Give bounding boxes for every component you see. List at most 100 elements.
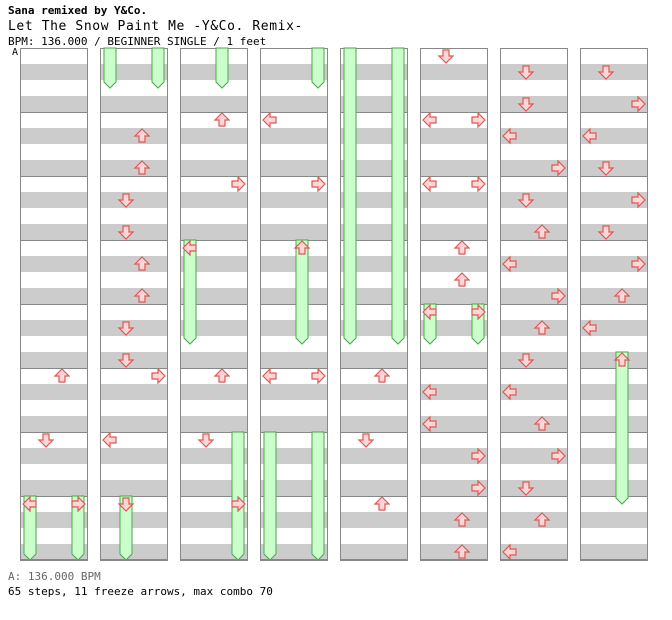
beat-stripe — [340, 224, 408, 240]
chart-column-border — [100, 48, 168, 560]
freeze-arrow — [23, 495, 37, 561]
beat-stripe — [500, 208, 568, 224]
freeze-arrow — [295, 239, 309, 345]
step-arrow-up — [533, 512, 551, 527]
beat-stripe — [100, 464, 168, 480]
beat-stripe — [100, 304, 168, 320]
beat-stripe — [100, 400, 168, 416]
song-title: Let The Snow Paint Me -Y&Co. Remix- — [8, 19, 303, 34]
beat-stripe — [260, 96, 328, 112]
beat-stripe — [420, 80, 488, 96]
step-arrow-right — [471, 479, 486, 497]
step-arrow-right — [231, 175, 246, 193]
beat-stripe — [500, 416, 568, 432]
beat-stripe — [420, 448, 488, 464]
beat-stripe — [100, 224, 168, 240]
beat-stripe — [580, 128, 648, 144]
beat-stripe — [100, 352, 168, 368]
freeze-arrow — [343, 47, 357, 345]
beat-stripe — [180, 416, 248, 432]
beat-stripe — [100, 176, 168, 192]
beat-stripe — [580, 240, 648, 256]
beat-stripe — [420, 96, 488, 112]
beat-stripe — [100, 336, 168, 352]
beat-stripe — [420, 208, 488, 224]
beat-stripe — [580, 400, 648, 416]
beat-stripe — [420, 368, 488, 384]
beat-stripe — [260, 448, 328, 464]
beat-stripe — [20, 80, 88, 96]
beat-stripe — [20, 272, 88, 288]
beat-stripe — [420, 496, 488, 512]
beat-stripe — [100, 64, 168, 80]
beat-stripe — [100, 80, 168, 96]
beat-stripe — [180, 192, 248, 208]
beat-stripe — [20, 288, 88, 304]
freeze-arrow — [71, 495, 85, 561]
beat-stripe — [500, 224, 568, 240]
beat-stripe — [260, 304, 328, 320]
beat-stripe — [340, 96, 408, 112]
beat-stripe — [180, 240, 248, 256]
beat-stripe — [420, 544, 488, 560]
step-arrow-right — [631, 95, 646, 113]
step-arrow-left — [422, 383, 437, 401]
beat-stripe — [340, 496, 408, 512]
step-arrow-left — [502, 127, 517, 145]
step-arrow-up — [293, 240, 311, 255]
beat-stripe — [180, 80, 248, 96]
beat-stripe — [20, 112, 88, 128]
beat-stripe — [340, 528, 408, 544]
beat-stripe — [420, 320, 488, 336]
beat-stripe — [580, 256, 648, 272]
beat-stripe — [180, 288, 248, 304]
beat-stripe — [180, 176, 248, 192]
beat-stripe — [340, 512, 408, 528]
step-arrow-up — [453, 544, 471, 559]
step-arrow-up — [453, 512, 471, 527]
beat-stripe — [180, 384, 248, 400]
beat-stripe — [500, 464, 568, 480]
beat-stripe — [20, 384, 88, 400]
step-arrow-left — [182, 239, 197, 257]
beat-stripe — [260, 352, 328, 368]
freeze-arrow — [103, 47, 117, 89]
beat-stripe — [500, 96, 568, 112]
beat-stripe — [180, 256, 248, 272]
beat-stripe — [100, 432, 168, 448]
beat-stripe — [180, 224, 248, 240]
beat-stripe — [180, 544, 248, 560]
beat-stripe — [500, 176, 568, 192]
step-arrow-down — [517, 97, 535, 112]
beat-stripe — [500, 256, 568, 272]
beat-stripe — [20, 320, 88, 336]
beat-stripe — [420, 400, 488, 416]
beat-stripe — [260, 224, 328, 240]
step-arrow-right — [471, 111, 486, 129]
chart-column-border — [20, 48, 88, 560]
step-arrow-up — [533, 416, 551, 431]
beat-stripe — [180, 512, 248, 528]
beat-stripe — [420, 112, 488, 128]
step-arrow-right — [151, 367, 166, 385]
beat-stripe — [20, 128, 88, 144]
beat-stripe — [260, 512, 328, 528]
beat-stripe — [100, 368, 168, 384]
beat-stripe — [580, 368, 648, 384]
beat-stripe — [340, 480, 408, 496]
beat-stripe — [260, 80, 328, 96]
beat-stripe — [260, 320, 328, 336]
beat-stripe — [580, 544, 648, 560]
beat-stripe — [260, 64, 328, 80]
beat-stripe — [420, 64, 488, 80]
beat-stripe — [100, 320, 168, 336]
beat-stripe — [500, 320, 568, 336]
step-arrow-left — [582, 127, 597, 145]
beat-stripe — [340, 176, 408, 192]
beat-stripe — [20, 512, 88, 528]
beat-stripe — [20, 416, 88, 432]
step-arrow-up — [613, 288, 631, 303]
beat-stripe — [420, 48, 488, 64]
beat-stripe — [500, 528, 568, 544]
beat-stripe — [260, 528, 328, 544]
